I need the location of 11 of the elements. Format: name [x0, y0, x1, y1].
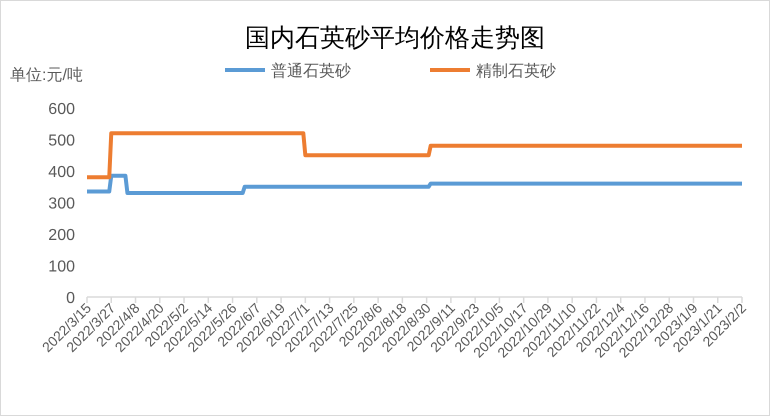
chart-title: 国内石英砂平均价格走势图: [245, 24, 545, 52]
y-tick-label: 100: [48, 258, 76, 276]
y-axis-title: 单位:元/吨: [10, 66, 83, 84]
y-tick-label: 600: [48, 101, 76, 118]
y-tick-label: 500: [48, 132, 76, 150]
y-tick-label: 0: [66, 290, 76, 307]
y-tick-label: 300: [48, 196, 76, 212]
y-tick-label: 200: [48, 227, 76, 244]
y-tick-label: 400: [48, 164, 76, 181]
legend-label: 普通石英砂: [271, 62, 351, 80]
legend-label: 精制石英砂: [476, 62, 556, 80]
